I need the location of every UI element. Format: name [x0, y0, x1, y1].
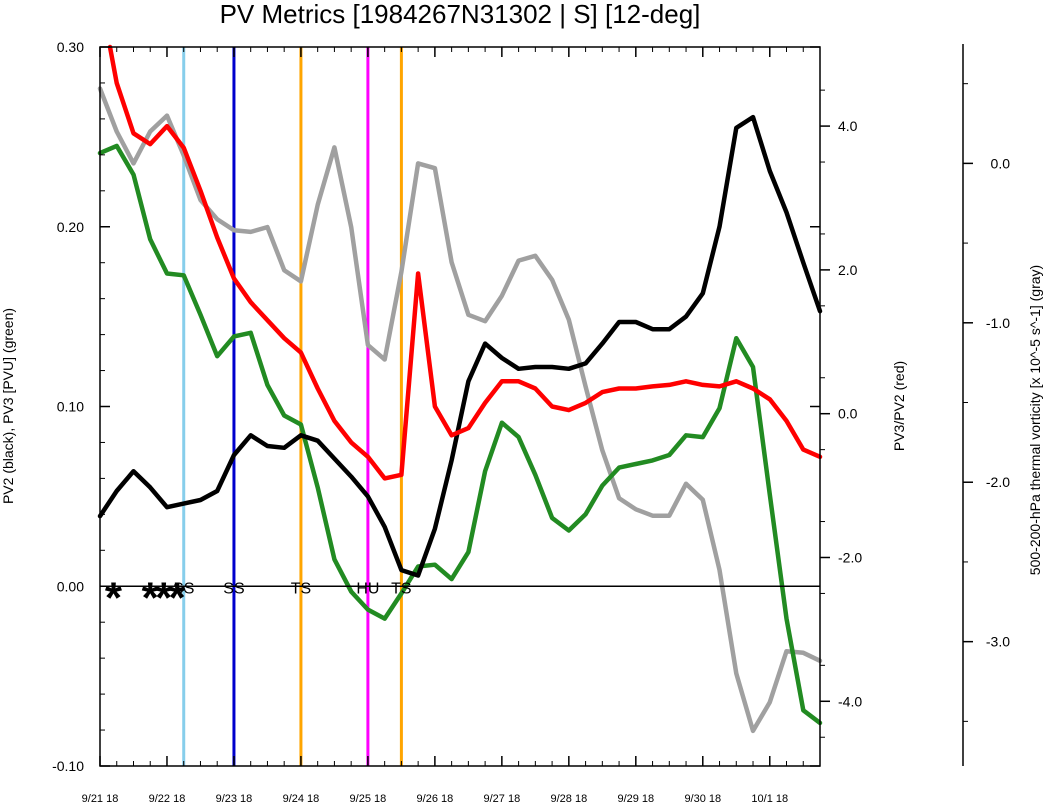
x-tick-label: 9/29 18: [617, 793, 654, 805]
series-line-pv2: [97, 114, 823, 578]
storm-status-labels: * ***SS SS TS HU TS: [105, 573, 412, 622]
left-tick-label: 0.00: [57, 578, 84, 594]
x-tick-label: 9/21 18: [82, 793, 119, 805]
left-tick-label: 0.20: [57, 219, 84, 235]
series-line-pv3: [97, 143, 823, 726]
x-tick-label: 9/30 18: [684, 793, 721, 805]
series-line-pv3-pv2: [107, 44, 823, 481]
ratio-tick-label: 2.0: [838, 262, 858, 278]
storm-status-label: SS: [223, 580, 244, 597]
ratio-tick-label: -2.0: [838, 549, 862, 565]
vorticity-tick-label: -2.0: [986, 474, 1010, 490]
x-tick-label: 9/28 18: [550, 793, 587, 805]
ratio-tick-label: 0.0: [838, 406, 858, 422]
left-y-axis: 0.30 0.20 0.10 0.00 -0.10: [52, 39, 820, 774]
series-lines: [97, 44, 823, 734]
storm-star-mark: *: [155, 573, 173, 622]
series-line-thermal-vorticity: [97, 86, 823, 734]
left-axis-label: PV2 (black), PV3 [PVU] (green): [0, 308, 16, 504]
left-tick-label: 0.10: [57, 399, 84, 415]
storm-star-mark: *: [142, 573, 160, 622]
left-tick-label: -0.10: [52, 758, 84, 774]
ratio-tick-label: -4.0: [838, 693, 862, 709]
storm-status-label: TS: [391, 580, 411, 597]
vorticity-tick-label: -3.0: [986, 634, 1010, 650]
x-tick-label: 9/26 18: [417, 793, 454, 805]
x-tick-label: 10/1 18: [751, 793, 788, 805]
vertical-event-lines: [182, 47, 403, 766]
vorticity-tick-label: 0.0: [991, 155, 1011, 171]
storm-star-mark: *: [105, 573, 123, 622]
left-tick-label: 0.30: [57, 39, 84, 55]
storm-status-label: TS: [291, 580, 311, 597]
plot-frame: [99, 46, 821, 767]
right-y-axis-vorticity: 0.0 -1.0 -2.0 -3.0: [963, 83, 1011, 722]
x-tick-label: 9/22 18: [149, 793, 186, 805]
storm-star-mark: *: [168, 573, 186, 622]
storm-status-label: HU: [356, 580, 379, 597]
right-axis-vorticity-label: 500-200-hPa thermal vorticity [x 10^-5 s…: [1027, 265, 1043, 575]
x-tick-label: 9/25 18: [350, 793, 387, 805]
ratio-tick-label: 4.0: [838, 118, 858, 134]
right-y-axis-ratio: 4.0 2.0 0.0 -2.0 -4.0: [820, 89, 862, 738]
chart-title: PV Metrics [1984267N31302 | S] [12-deg]: [220, 0, 701, 29]
right-axis-ratio-label: PV3/PV2 (red): [891, 361, 907, 451]
x-tick-label: 9/23 18: [216, 793, 253, 805]
x-axis: 9/21 18 9/22 18 9/23 18 9/24 18 9/25 18 9/26 …: [82, 47, 804, 805]
x-tick-label: 9/27 18: [484, 793, 521, 805]
vorticity-tick-label: -1.0: [986, 315, 1010, 331]
x-tick-label: 9/24 18: [283, 793, 320, 805]
storm-status-label: SS: [173, 580, 194, 597]
